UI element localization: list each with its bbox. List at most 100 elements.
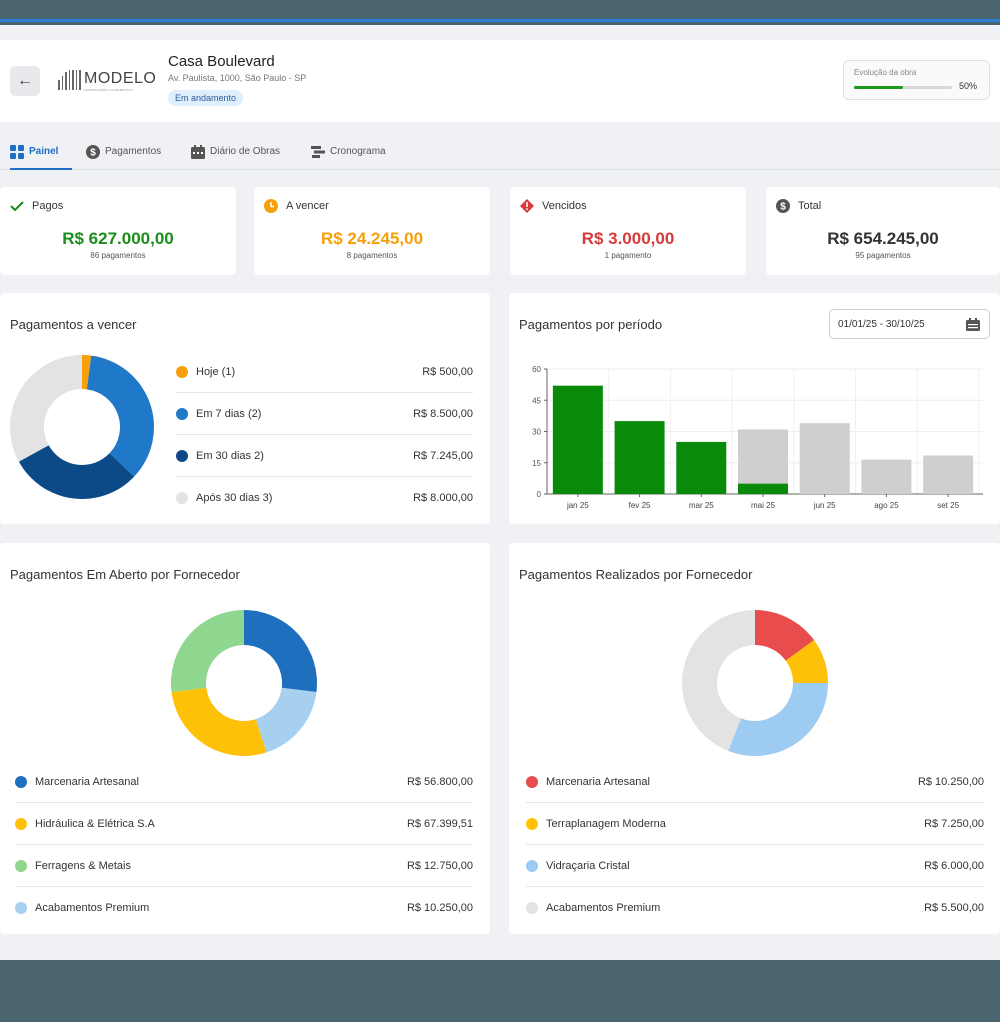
logo-subtext: CONSTRUÇÕES | ACABAMENTOS: [84, 88, 133, 92]
legend-label: Acabamentos Premium: [546, 902, 661, 914]
upcoming-donut-slice-4[interactable]: [10, 355, 83, 462]
legend-dot: [15, 859, 27, 872]
progress-label: Evolução da obra: [854, 68, 917, 77]
legend-dot: [176, 365, 188, 378]
stat-label: A vencer: [286, 200, 329, 212]
tab-painel[interactable]: Painel: [10, 145, 72, 170]
date-range-input[interactable]: 01/01/25 - 30/10/25: [829, 309, 990, 339]
legend-label: Marcenaria Artesanal: [546, 775, 650, 788]
x-tick-label: fev 25: [629, 501, 651, 510]
tab-label: Diário de Obras: [210, 146, 281, 157]
logo-text: MODELO: [84, 70, 157, 87]
stat-label: Pagos: [32, 200, 64, 212]
open-supplier-donut-slice-3[interactable]: [171, 687, 267, 756]
upcoming-donut-chart: [10, 355, 155, 499]
stat-label: Total: [798, 200, 822, 212]
legend-item-apos-30-dias[interactable]: Após 30 dias 3) R$ 8.000,00: [176, 477, 473, 519]
legend-item-terraplanagem[interactable]: Terraplanagem Moderna R$ 7.250,00: [526, 803, 984, 845]
stat-value: R$ 3.000,00: [581, 229, 675, 248]
dollar-icon: $: [776, 199, 790, 213]
stat-count: 8 pagamentos: [346, 251, 398, 260]
legend-item-vidracaria[interactable]: Vidraçaria Cristal R$ 6.000,00: [526, 845, 984, 887]
legend-amount: R$ 12.750,00: [406, 859, 473, 872]
legend-label: Marcenaria Artesanal: [35, 775, 139, 788]
legend-item-hidraulica[interactable]: Hidráulica & Elétrica S.A R$ 67.399,51: [15, 803, 473, 845]
stat-value: R$ 627.000,00: [62, 229, 174, 248]
stat-card-vencidos: Vencidos R$ 3.000,00 1 pagamento: [510, 187, 746, 275]
bar-fev-25-s1[interactable]: [614, 421, 665, 494]
legend-label: Em 30 dias 2): [196, 449, 264, 462]
legend-dot: [526, 902, 538, 914]
legend-dot: [526, 775, 538, 788]
window-top-bar: [0, 0, 1000, 22]
back-button[interactable]: ←: [10, 66, 40, 96]
status-badge: Em andamento: [168, 90, 244, 106]
legend-item-marcenaria[interactable]: Marcenaria Artesanal R$ 10.250,00: [526, 761, 984, 803]
panel-title: Pagamentos por período: [519, 317, 663, 332]
tab-label: Painel: [29, 146, 59, 157]
y-tick-label: 15: [532, 459, 541, 468]
paid-supplier-payments-panel: Pagamentos Realizados por Fornecedor Mar…: [509, 543, 1000, 934]
legend-item-ferragens[interactable]: Ferragens & Metais R$ 12.750,00: [15, 845, 473, 887]
paid-supplier-donut-chart: [682, 610, 828, 756]
upcoming-payments-panel: Pagamentos a vencer Hoje (1) R$ 500,00 E…: [0, 293, 490, 524]
company-logo: MODELO CONSTRUÇÕES | ACABAMENTOS: [58, 68, 156, 94]
svg-text:$: $: [90, 148, 96, 159]
project-header: ← MODELO CONSTRUÇÕES | ACABAMENTOS Casa …: [0, 40, 1000, 122]
legend-amount: R$ 7.245,00: [413, 449, 473, 462]
calendar-icon: [191, 145, 205, 159]
bar-jan-25-s1[interactable]: [552, 385, 603, 494]
x-tick-label: set 25: [937, 501, 959, 510]
stat-card-total: $ Total R$ 654.245,00 95 pagamentos: [766, 187, 1000, 275]
upcoming-donut-slice-1[interactable]: [82, 355, 92, 390]
progress-card: Evolução da obra 50%: [843, 60, 990, 100]
upcoming-donut-slice-3[interactable]: [18, 445, 135, 499]
legend-amount: R$ 67.399,51: [406, 817, 473, 830]
paid-supplier-donut-slice-3[interactable]: [728, 683, 828, 756]
y-tick-label: 30: [532, 428, 541, 437]
legend-dot: [176, 449, 188, 462]
legend-item-acabamentos[interactable]: Acabamentos Premium R$ 5.500,00: [526, 887, 984, 929]
project-title: Casa Boulevard: [168, 53, 275, 70]
paid-supplier-donut-slice-4[interactable]: [682, 610, 755, 751]
app-container: ← MODELO CONSTRUÇÕES | ACABAMENTOS Casa …: [0, 25, 1000, 960]
legend-item-30-dias[interactable]: Em 30 dias 2) R$ 7.245,00: [176, 435, 473, 477]
legend-item-hoje[interactable]: Hoje (1) R$ 500,00: [176, 359, 473, 393]
tab-pagamentos[interactable]: $ Pagamentos: [86, 145, 161, 170]
legend-item-7-dias[interactable]: Em 7 dias (2) R$ 8.500,00: [176, 393, 473, 435]
paid-supplier-donut-slice-1[interactable]: [755, 610, 815, 661]
stat-count: 86 pagamentos: [90, 251, 146, 260]
legend-item-marcenaria[interactable]: Marcenaria Artesanal R$ 56.800,00: [15, 761, 473, 803]
y-tick-label: 0: [537, 490, 542, 499]
grid-icon: [10, 145, 24, 159]
open-supplier-donut-slice-4[interactable]: [171, 610, 244, 693]
bar-set-25-s2[interactable]: [923, 455, 974, 494]
progress-percent: 50%: [958, 81, 977, 91]
bar-ago-25-s2[interactable]: [861, 459, 912, 494]
bar-mai-25-s1[interactable]: [738, 483, 788, 494]
legend-amount: R$ 10.250,00: [406, 902, 473, 914]
bar-mai-25-s2[interactable]: [738, 429, 788, 484]
paid-supplier-donut-slice-2[interactable]: [785, 640, 828, 683]
open-supplier-donut-slice-2[interactable]: [255, 687, 317, 753]
legend-amount: R$ 10.250,00: [917, 775, 984, 788]
legend-dot: [15, 817, 27, 830]
legend-amount: R$ 6.000,00: [924, 859, 984, 872]
panel-title: Pagamentos Realizados por Fornecedor: [519, 567, 753, 582]
y-tick-label: 45: [532, 396, 541, 405]
project-address: Av. Paulista, 1000, São Paulo - SP: [168, 73, 307, 83]
x-tick-label: jun 25: [813, 501, 836, 510]
legend-item-acabamentos[interactable]: Acabamentos Premium R$ 10.250,00: [15, 887, 473, 929]
tab-cronograma[interactable]: Cronograma: [311, 146, 386, 170]
svg-text:$: $: [780, 202, 786, 213]
legend-amount: R$ 8.500,00: [413, 407, 473, 420]
bar-mar-25-s1[interactable]: [676, 441, 727, 494]
bar-jun-25-s2[interactable]: [799, 423, 850, 494]
open-supplier-donut-slice-1[interactable]: [244, 610, 317, 693]
calendar-icon: [966, 318, 980, 331]
legend-label: Hidráulica & Elétrica S.A: [35, 817, 155, 830]
legend-dot: [15, 775, 27, 788]
x-tick-label: mai 25: [751, 501, 776, 510]
tab-diario-de-obras[interactable]: Diário de Obras: [191, 145, 281, 170]
upcoming-donut-slice-2[interactable]: [86, 355, 155, 477]
